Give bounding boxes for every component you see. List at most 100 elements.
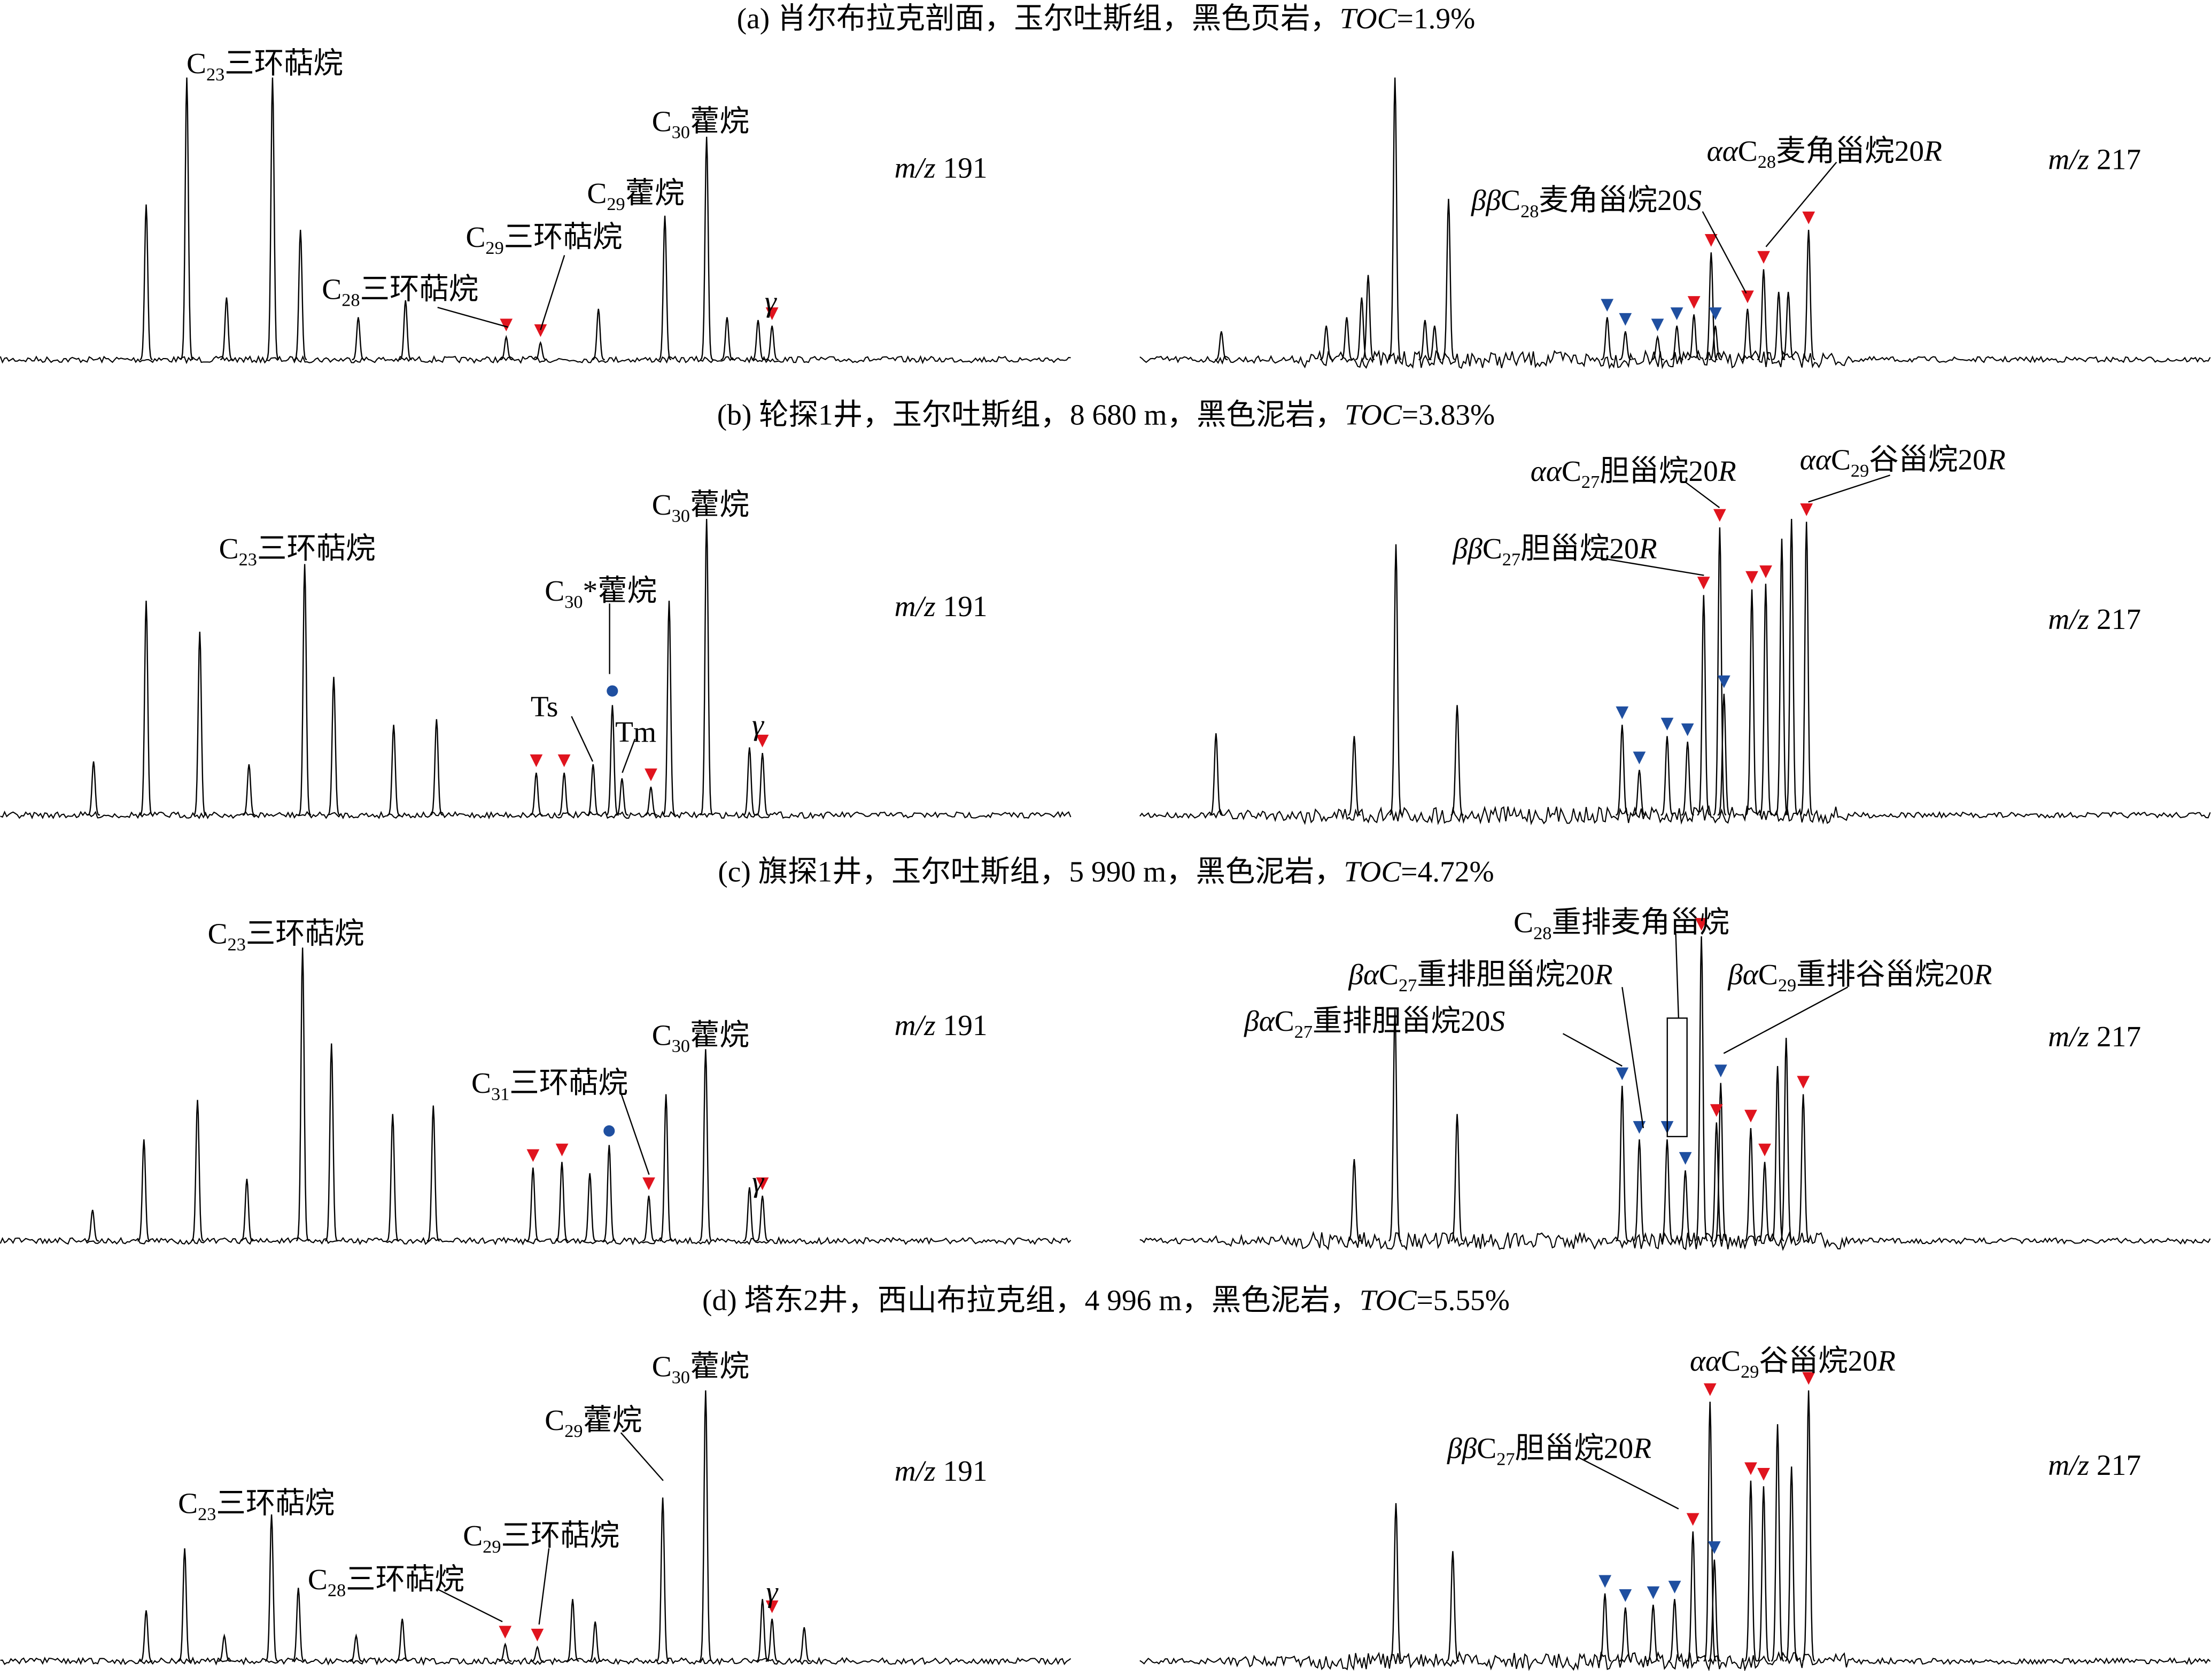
peak-annotation: C28三环萜烷 — [322, 273, 478, 310]
text-segment: (d) 塔东2井，西山布拉克组，4 996 m，黑色泥岩， — [702, 1284, 1360, 1316]
text-segment: R — [1594, 958, 1613, 991]
biomarker-dot-marker — [603, 1125, 615, 1137]
peak-annotation: βαC27重排胆甾烷20R — [1348, 958, 1612, 996]
red-triangle-marker — [1757, 251, 1770, 264]
peak-annotation: C30藿烷 — [652, 1350, 749, 1387]
panel-title: (c) 旗探1井，玉尔吐斯组，5 990 m，黑色泥岩，TOC=4.72% — [718, 855, 1494, 888]
subscript: 30 — [672, 506, 690, 526]
annotation-leader-line — [1702, 211, 1747, 294]
peak — [1668, 1599, 1681, 1662]
peak — [1717, 694, 1730, 816]
text-segment: C — [178, 1487, 198, 1519]
peak-annotation: C29三环萜烷 — [465, 221, 622, 258]
red-triangle-marker — [1704, 234, 1718, 247]
red-triangle-marker — [645, 768, 657, 781]
peak — [1679, 1170, 1692, 1242]
red-triangle-marker — [756, 734, 769, 748]
subscript: 23 — [206, 64, 224, 84]
peak — [645, 787, 657, 816]
subscript: 27 — [1581, 472, 1600, 492]
annotation-leader-line — [1577, 1456, 1679, 1510]
peak — [386, 1114, 399, 1242]
text-segment: TOC — [1340, 2, 1398, 35]
red-triangle-marker — [756, 1177, 769, 1191]
peak-annotation: C28三环萜烷 — [308, 1563, 464, 1600]
text-segment: TOC — [1360, 1284, 1417, 1316]
text-segment: m/z — [895, 151, 936, 184]
text-segment: =4.72% — [1401, 855, 1494, 888]
text-segment: 藿烷 — [690, 1350, 749, 1382]
peak — [1347, 1159, 1361, 1242]
baseline-noise — [1139, 1651, 2211, 1671]
red-triangle-marker — [765, 307, 779, 321]
peak — [743, 1187, 756, 1242]
blue-triangle-marker — [1601, 299, 1614, 312]
peak — [296, 947, 309, 1242]
text-segment: TOC — [1344, 855, 1402, 888]
peak — [1784, 1466, 1798, 1662]
peak — [220, 297, 234, 361]
text-segment: 胆甾烷20 — [1600, 455, 1718, 487]
text-segment: C — [652, 1350, 672, 1382]
peak — [1797, 1094, 1810, 1242]
text-segment: 191 — [936, 590, 988, 623]
baseline-noise — [0, 810, 1072, 820]
peak — [500, 335, 513, 361]
red-triangle-marker — [499, 1626, 512, 1639]
peak-annotation: ααC27胆甾烷20R — [1531, 455, 1736, 492]
peak — [243, 764, 255, 816]
red-triangle-marker — [531, 1628, 544, 1642]
subscript: 29 — [564, 1421, 583, 1441]
peak — [530, 772, 543, 816]
red-triangle-marker — [526, 1149, 540, 1162]
peak — [266, 77, 280, 360]
peak — [1771, 1424, 1784, 1662]
subscript: 30 — [672, 1367, 690, 1388]
baseline-noise — [0, 355, 1071, 364]
text-segment: Ts — [531, 690, 558, 723]
peak — [399, 300, 412, 361]
peak-annotation: γ — [752, 709, 765, 741]
subscript: 23 — [239, 549, 257, 570]
peak-annotation: ααC29谷甾烷20R — [1800, 444, 2006, 481]
text-segment: R — [1987, 444, 2006, 476]
peak — [1209, 733, 1223, 816]
blue-triangle-marker — [1598, 1575, 1612, 1588]
text-segment: C — [1758, 958, 1778, 991]
text-segment: 191 — [936, 1455, 988, 1487]
peak — [1713, 527, 1727, 816]
peak — [1450, 705, 1464, 816]
baseline-noise — [0, 1656, 1072, 1666]
red-triangle-marker — [1744, 1109, 1757, 1123]
ion-label: m/z 217 — [2048, 143, 2141, 176]
text-segment: m/z — [895, 1009, 936, 1042]
text-segment: C — [1831, 444, 1851, 476]
text-segment: m/z — [2048, 1020, 2089, 1053]
peak — [1744, 1128, 1758, 1242]
text-segment: αα — [1800, 444, 1831, 476]
annotation-leader-line — [620, 1092, 650, 1175]
text-segment: C — [322, 273, 341, 305]
ion-label: m/z 217 — [2048, 603, 2141, 635]
subscript: 27 — [1294, 1022, 1313, 1042]
subscript: 30 — [672, 1036, 690, 1056]
peak — [1802, 230, 1815, 361]
text-segment: C — [187, 47, 206, 80]
ion-label: m/z 191 — [895, 1455, 988, 1487]
ion-label: m/z 191 — [895, 1009, 988, 1042]
text-segment: βα — [1244, 1005, 1275, 1037]
red-triangle-marker — [1695, 918, 1708, 931]
red-triangle-marker — [1744, 1462, 1757, 1475]
subscript: 30 — [672, 122, 690, 143]
peak — [1741, 308, 1754, 361]
peak — [139, 1610, 153, 1662]
peak — [1782, 292, 1795, 361]
text-segment: 藿烷 — [690, 488, 749, 521]
text-segment: 藿烷 — [583, 1404, 642, 1436]
